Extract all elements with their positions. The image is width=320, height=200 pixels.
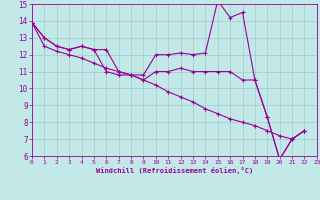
X-axis label: Windchill (Refroidissement éolien,°C): Windchill (Refroidissement éolien,°C)	[96, 167, 253, 174]
